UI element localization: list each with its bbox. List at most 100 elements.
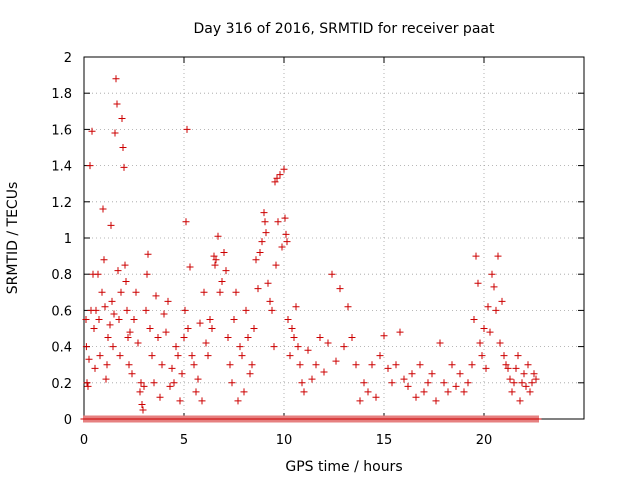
data-point <box>188 352 196 360</box>
data-point <box>281 214 289 222</box>
data-point <box>356 397 364 405</box>
data-point <box>498 297 506 305</box>
data-point <box>174 352 182 360</box>
data-point <box>292 303 300 311</box>
data-point <box>532 375 540 383</box>
y-tick-label: 1.4 <box>51 160 72 175</box>
data-point <box>368 361 376 369</box>
data-point <box>490 283 498 291</box>
data-point <box>506 375 514 383</box>
data-point <box>119 144 127 151</box>
data-point <box>464 379 472 387</box>
data-point <box>100 256 108 264</box>
data-point <box>436 339 444 347</box>
data-point <box>412 393 420 401</box>
y-tick-label: 1.8 <box>51 87 72 102</box>
data-point <box>244 334 252 342</box>
data-point <box>196 319 204 327</box>
data-point <box>328 270 336 278</box>
data-point <box>308 375 316 383</box>
data-point <box>456 370 464 378</box>
data-point <box>182 218 190 226</box>
data-point <box>396 328 404 336</box>
data-point <box>114 267 122 275</box>
data-point <box>186 263 194 271</box>
data-point <box>262 229 270 237</box>
data-point <box>168 364 176 372</box>
data-point <box>364 388 372 396</box>
data-point <box>124 334 132 342</box>
data-point <box>108 297 116 305</box>
data-point <box>274 218 282 226</box>
data-point <box>524 361 532 369</box>
data-point <box>384 364 392 372</box>
data-point <box>123 306 131 314</box>
data-point <box>98 288 106 296</box>
data-point <box>286 352 294 360</box>
x-tick-label: 0 <box>80 433 88 448</box>
data-point <box>117 288 125 296</box>
data-point <box>512 364 520 372</box>
data-point <box>252 256 260 264</box>
data-point <box>95 315 103 323</box>
data-point <box>181 306 189 314</box>
data-point <box>502 361 510 369</box>
data-point <box>116 352 124 360</box>
data-point <box>278 243 286 251</box>
data-point <box>484 303 492 311</box>
data-point <box>234 397 242 405</box>
data-point <box>440 379 448 387</box>
data-point <box>304 346 312 354</box>
data-point <box>220 248 228 256</box>
data-point <box>478 352 486 360</box>
data-point <box>520 370 528 378</box>
data-point <box>143 270 151 278</box>
data-point <box>290 334 298 342</box>
data-point <box>128 370 136 378</box>
data-point <box>103 361 111 369</box>
x-axis-label: GPS time / hours <box>285 459 402 475</box>
data-point <box>132 288 140 296</box>
data-point <box>202 339 210 347</box>
data-point <box>282 230 290 238</box>
data-point <box>109 343 117 351</box>
data-point <box>204 352 212 360</box>
data-point <box>214 232 222 240</box>
data-point <box>288 325 296 332</box>
data-point <box>392 361 400 369</box>
data-point <box>94 270 102 278</box>
data-point <box>148 352 156 360</box>
data-point <box>240 388 248 396</box>
data-point <box>380 332 388 340</box>
data-point <box>424 379 432 387</box>
data-point <box>162 328 170 336</box>
x-tick-label: 20 <box>476 433 493 448</box>
data-point <box>112 75 120 83</box>
data-point <box>242 306 250 314</box>
data-point <box>208 325 216 332</box>
grid-lines <box>84 57 584 419</box>
y-tick-label: 1.6 <box>51 123 72 138</box>
y-tick-label: 0.8 <box>51 268 72 283</box>
data-point <box>246 370 254 378</box>
data-point <box>228 379 236 387</box>
data-point <box>340 343 348 351</box>
data-point <box>226 361 234 369</box>
data-point <box>152 292 160 300</box>
data-point <box>522 382 530 390</box>
data-point <box>530 370 538 378</box>
data-point <box>121 261 129 269</box>
data-point <box>518 379 526 387</box>
data-points <box>82 75 540 414</box>
data-point <box>107 221 115 229</box>
data-point <box>332 357 340 365</box>
data-point <box>88 127 96 135</box>
data-point <box>224 334 232 342</box>
data-point <box>261 218 269 226</box>
data-point <box>320 368 328 376</box>
data-point <box>180 334 188 342</box>
data-point <box>296 361 304 369</box>
data-point <box>139 406 147 414</box>
data-point <box>99 205 107 213</box>
